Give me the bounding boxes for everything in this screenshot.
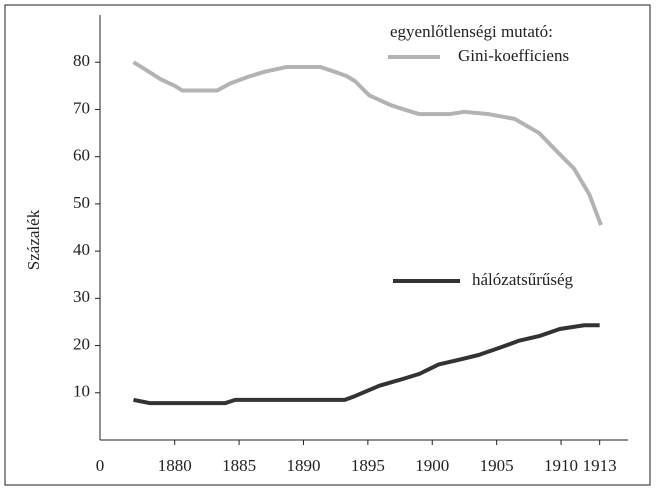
x-tick-label: 1885 xyxy=(222,456,256,475)
x-tick-label: 1890 xyxy=(286,456,320,475)
y-tick-label: 20 xyxy=(73,334,90,353)
series-line xyxy=(133,323,600,406)
x-tick-label: 1905 xyxy=(480,456,514,475)
y-tick-label: 40 xyxy=(73,240,90,259)
x-tick-label: 1900 xyxy=(415,456,449,475)
y-axis-label: Százalék xyxy=(24,209,43,270)
x-tick-label: 1895 xyxy=(351,456,385,475)
y-tick-label: 60 xyxy=(73,146,90,165)
y-tick-label: 50 xyxy=(73,193,90,212)
x-tick-label: 1913 xyxy=(583,456,617,475)
x-tick-label: 1880 xyxy=(158,456,192,475)
legend-label: Gini-koefficiens xyxy=(458,46,569,65)
y-tick-label: 70 xyxy=(73,98,90,117)
y-tick-label: 30 xyxy=(73,287,90,306)
x-tick-label: 1910 xyxy=(544,456,578,475)
annotation: egyenlőtlenségi mutató: xyxy=(390,22,553,41)
frame xyxy=(4,4,651,486)
y-tick-label: 80 xyxy=(73,51,90,70)
y-tick-label: 10 xyxy=(73,382,90,401)
series-line xyxy=(132,60,603,226)
legend-label: hálózatsűrűség xyxy=(472,270,574,289)
y-tick-label: 0 xyxy=(96,456,105,475)
